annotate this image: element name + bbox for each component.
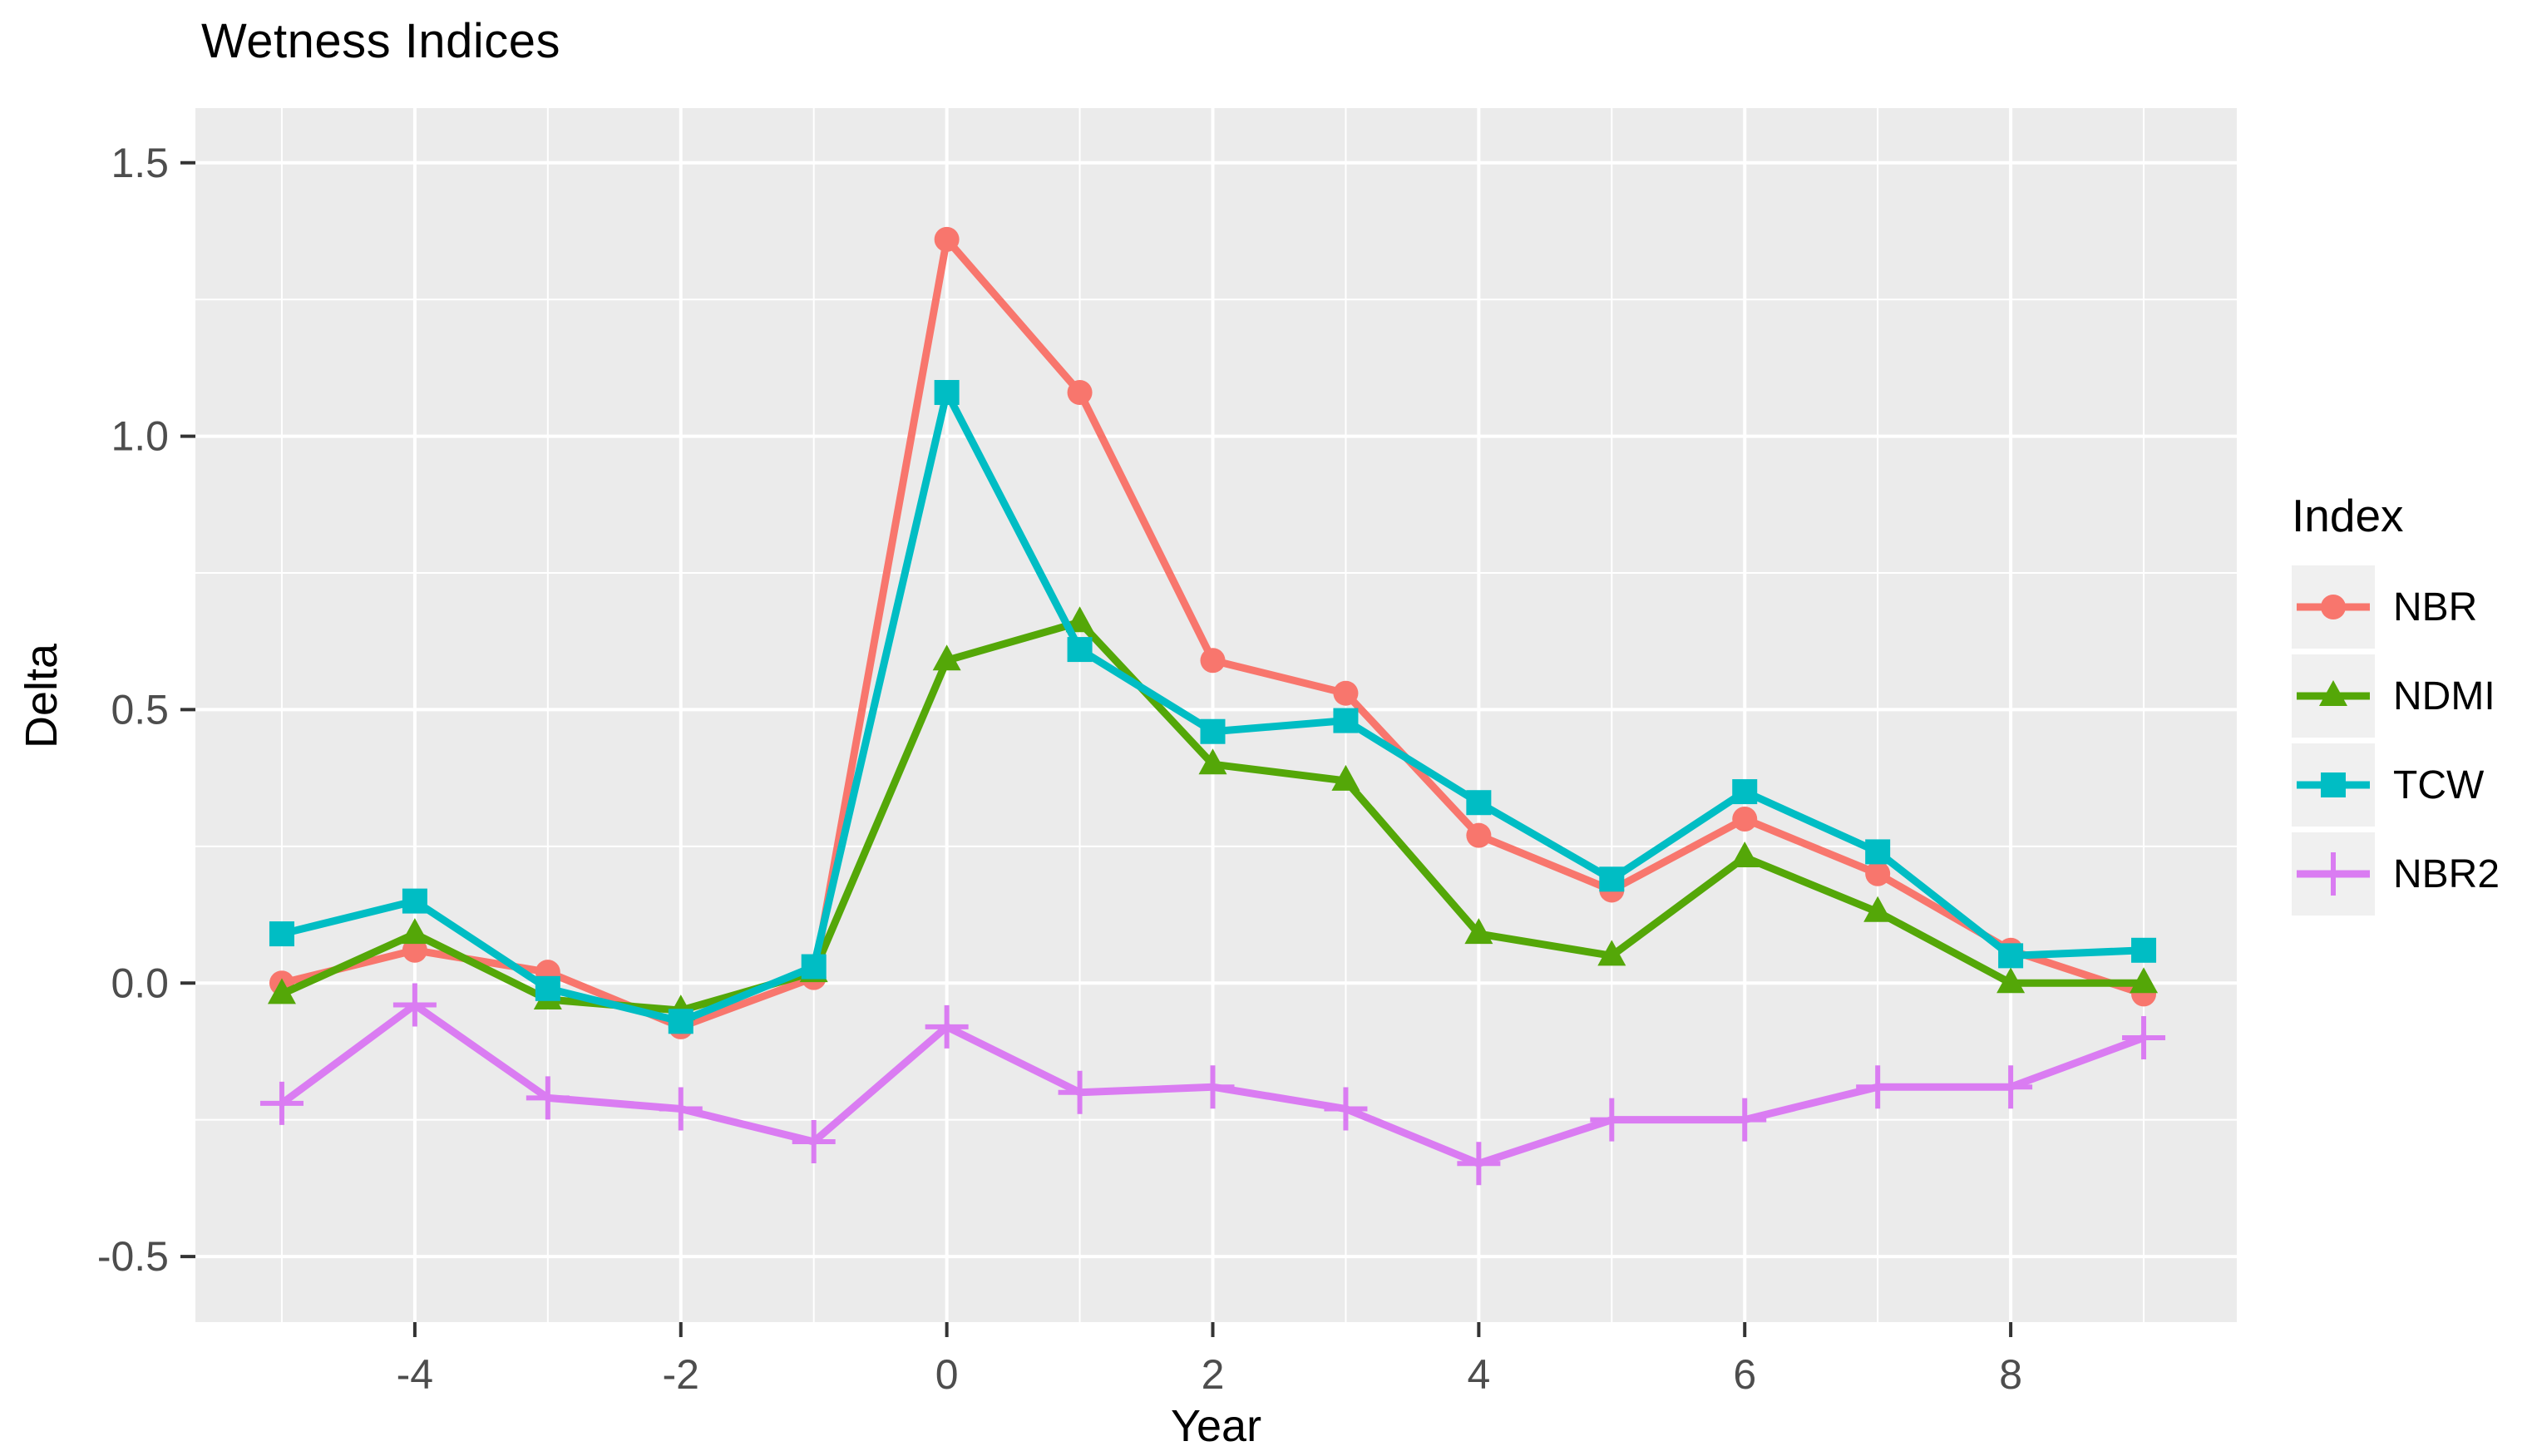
data-point-plus [2122, 1016, 2166, 1060]
data-point-circle [1200, 648, 1226, 674]
data-point-square [1865, 839, 1891, 865]
data-point-triangle [400, 918, 429, 945]
data-point-square [535, 975, 560, 1001]
y-tick-label: 1.0 [111, 413, 169, 460]
data-point-circle [2321, 595, 2346, 619]
legend-key-ndmi [2292, 654, 2375, 738]
chart-title: Wetness Indices [201, 14, 560, 68]
legend-label-ndmi: NDMI [2393, 674, 2495, 718]
y-tick-label: -0.5 [97, 1233, 169, 1280]
data-point-circle [1333, 680, 1359, 706]
data-point-plus [259, 1081, 304, 1125]
data-point-plus [792, 1119, 836, 1163]
x-tick-label: 8 [1999, 1351, 2022, 1398]
x-axis-title: Year [1170, 1401, 1262, 1451]
data-point-triangle [1996, 967, 2026, 994]
data-point-square [269, 921, 294, 947]
data-point-square [2131, 937, 2157, 963]
data-point-plus [1058, 1070, 1102, 1114]
data-point-circle [1067, 379, 1093, 405]
data-point-triangle [1863, 896, 1893, 922]
data-point-plus [2312, 852, 2355, 896]
x-tick-label: 0 [935, 1351, 959, 1398]
legend-title: Index [2292, 490, 2404, 541]
data-point-square [1067, 637, 1093, 663]
x-tick-label: -4 [397, 1351, 433, 1398]
data-point-circle [934, 226, 960, 252]
x-tick-label: 6 [1733, 1351, 1756, 1398]
data-point-square [402, 888, 427, 914]
data-point-triangle [267, 978, 296, 1004]
data-point-circle [1865, 861, 1891, 886]
data-point-square [934, 379, 960, 405]
data-point-square [1998, 943, 2024, 969]
legend-item-nbr: NBR [2292, 565, 2525, 649]
legend-label-nbr2: NBR2 [2393, 851, 2500, 896]
data-point-square [1200, 718, 1226, 744]
data-point-plus [659, 1087, 703, 1131]
data-point-triangle [932, 644, 961, 671]
series-TCW [269, 379, 2157, 1034]
series-NBR2 [259, 983, 2166, 1186]
data-point-plus [392, 983, 437, 1027]
legend-item-nbr2: NBR2 [2292, 832, 2525, 916]
data-point-square [1333, 708, 1359, 733]
data-point-plus [1590, 1098, 1634, 1142]
data-point-square [668, 1009, 693, 1034]
y-tick-label: 1.5 [111, 140, 169, 186]
data-point-triangle [1464, 918, 1493, 945]
data-point-plus [1856, 1065, 1900, 1109]
data-point-triangle [1730, 841, 1760, 867]
x-tick-label: -2 [663, 1351, 699, 1398]
legend-key-tcw [2292, 743, 2375, 827]
data-point-triangle [1331, 764, 1360, 791]
x-tick-label: 4 [1467, 1351, 1490, 1398]
data-point-square [1599, 866, 1625, 892]
data-point-plus [925, 1004, 969, 1049]
data-point-plus [1191, 1065, 1235, 1109]
data-point-plus [1989, 1065, 2033, 1109]
data-point-plus [1457, 1142, 1501, 1186]
legend-key-nbr2 [2292, 832, 2375, 916]
x-tick-label: 2 [1202, 1351, 1225, 1398]
data-point-square [801, 954, 827, 980]
legend-key-nbr [2292, 565, 2375, 649]
data-point-circle [402, 937, 427, 963]
data-point-plus [1324, 1087, 1368, 1131]
data-point-triangle [1065, 606, 1094, 633]
legend-label-nbr: NBR [2393, 585, 2478, 629]
y-tick-label: 0.0 [111, 960, 169, 1006]
legend-label-tcw: TCW [2393, 763, 2485, 807]
y-axis-title: Delta [17, 643, 67, 749]
data-point-triangle [1597, 940, 1626, 966]
data-point-plus [526, 1076, 570, 1120]
plot-panel [195, 108, 2237, 1322]
data-point-triangle [1198, 748, 1227, 775]
legend-item-tcw: TCW [2292, 743, 2525, 827]
data-point-circle [1732, 806, 1758, 832]
y-tick-label: 0.5 [111, 686, 169, 733]
legend: Index NBR NDMI TCW NBR2 [2292, 489, 2525, 921]
legend-item-ndmi: NDMI [2292, 654, 2525, 738]
data-point-triangle [2319, 680, 2347, 706]
data-point-circle [1466, 822, 1492, 848]
data-point-square [1466, 790, 1492, 816]
data-point-square [1732, 779, 1758, 805]
data-point-plus [1723, 1098, 1767, 1142]
data-point-square [2321, 772, 2346, 797]
data-point-triangle [2130, 967, 2159, 994]
